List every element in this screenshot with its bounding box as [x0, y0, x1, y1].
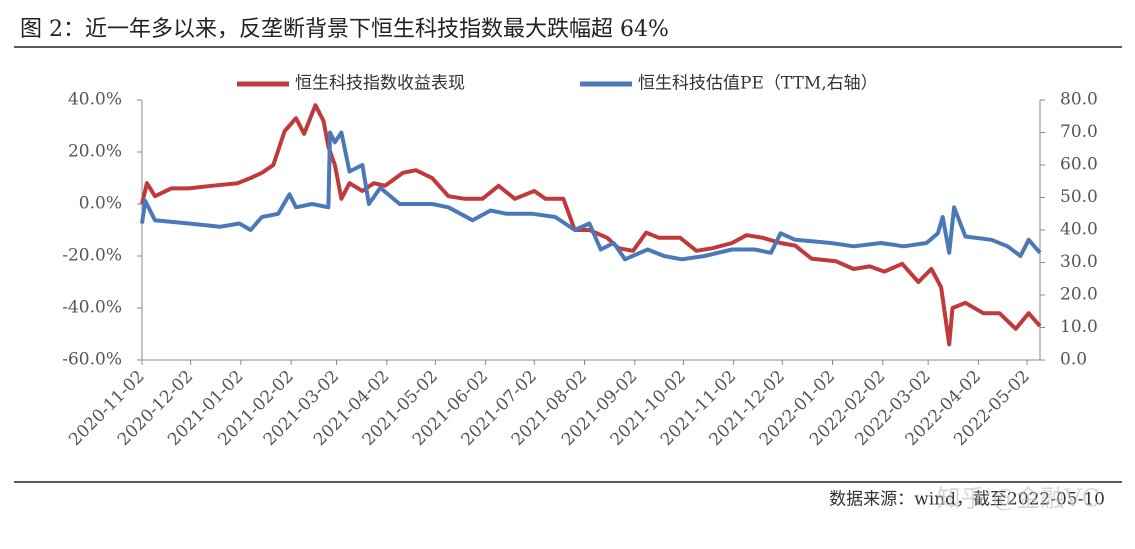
series-line: [140, 103, 1042, 347]
y2-tick-label: 60.0: [1060, 155, 1098, 175]
watermark: 知乎 @金融VC: [937, 485, 1100, 513]
y2-tick-label: 70.0: [1060, 122, 1098, 142]
y-tick-label: 0.0%: [79, 194, 122, 214]
series-line: [140, 130, 1042, 262]
legend-label: 恒生科技估值PE（TTM,右轴）: [638, 74, 878, 94]
legend-label: 恒生科技指数收益表现: [295, 74, 465, 94]
y2-tick-label: 80.0: [1060, 90, 1098, 110]
y2-tick-label: 30.0: [1060, 252, 1098, 272]
y-tick-label: -20.0%: [62, 246, 122, 266]
source-note: 数据来源：wind，截至2022-05-10: [829, 490, 1105, 510]
y2-tick-label: 40.0: [1060, 220, 1098, 240]
y-tick-label: 20.0%: [68, 142, 122, 162]
y-tick-label: 40.0%: [68, 90, 122, 110]
y-tick-label: -40.0%: [62, 298, 122, 318]
chart-title: 图 2：近一年多以来，反垄断背景下恒生科技指数最大跌幅超 64%: [20, 17, 669, 42]
y2-tick-label: 0.0: [1060, 350, 1087, 370]
y2-tick-label: 20.0: [1060, 285, 1098, 305]
y2-tick-label: 50.0: [1060, 187, 1098, 207]
y-tick-label: -60.0%: [62, 350, 122, 370]
y2-tick-label: 10.0: [1060, 317, 1098, 337]
